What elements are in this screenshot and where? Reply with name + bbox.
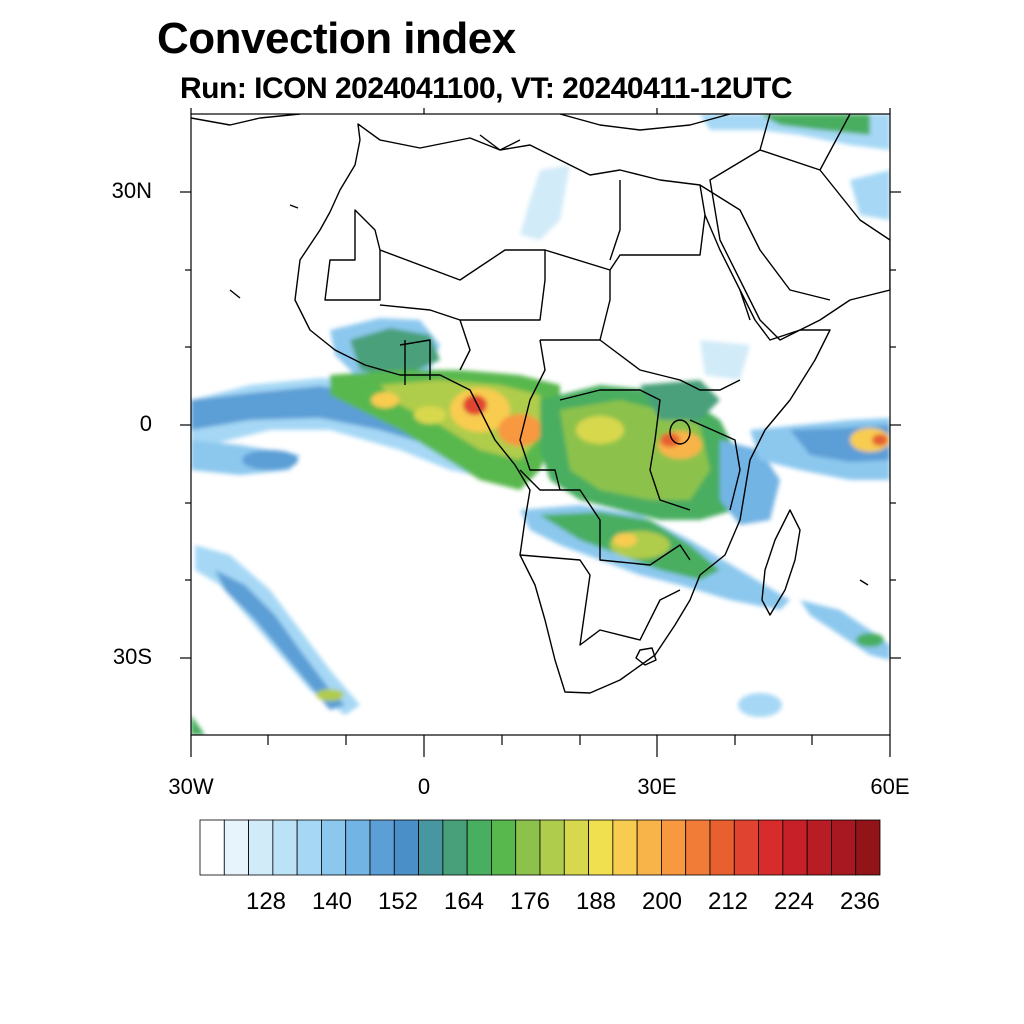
lat-label-30s: 30S: [112, 644, 152, 669]
colorbar: [199, 819, 881, 876]
colorbar-swatch: [733, 819, 759, 876]
colorbar-swatch: [782, 819, 808, 876]
axis-ticks: [180, 108, 901, 757]
colorbar-swatch: [539, 819, 565, 876]
colorbar-label: 200: [641, 888, 683, 915]
colorbar-label: 224: [773, 888, 815, 915]
colorbar-swatch: [636, 819, 662, 876]
colorbar-swatch: [831, 819, 857, 876]
colorbar-swatch: [685, 819, 711, 876]
colorbar-label: 152: [377, 888, 419, 915]
colorbar-swatch: [223, 819, 249, 876]
colorbar-label: 140: [311, 888, 353, 915]
colorbar-label: 176: [509, 888, 551, 915]
colorbar-swatch: [248, 819, 274, 876]
colorbar-swatch: [758, 819, 784, 876]
colorbar-swatch: [515, 819, 541, 876]
colorbar-swatch: [855, 819, 881, 876]
convection-field: [191, 114, 890, 735]
colorbar-swatch: [393, 819, 419, 876]
colorbar-swatch: [588, 819, 614, 876]
lon-label-30w: 30W: [168, 774, 214, 799]
colorbar-swatch: [442, 819, 468, 876]
colorbar-swatch: [199, 819, 225, 876]
colorbar-swatch: [709, 819, 735, 876]
chart-subtitle: Run: ICON 2024041100, VT: 20240411-12UTC: [180, 72, 793, 105]
colorbar-swatch: [272, 819, 298, 876]
colorbar-swatch: [296, 819, 322, 876]
colorbar-swatch: [806, 819, 832, 876]
colorbar-swatch: [321, 819, 347, 876]
colorbar-label: 128: [245, 888, 287, 915]
coastlines-borders: [191, 114, 890, 694]
lat-label-0: 0: [139, 411, 152, 436]
lon-label-60e: 60E: [870, 774, 910, 799]
colorbar-label: 164: [443, 888, 485, 915]
colorbar-swatch: [418, 819, 444, 876]
chart-title: Convection index: [157, 14, 516, 63]
colorbar-swatch: [661, 819, 687, 876]
colorbar-swatch: [369, 819, 395, 876]
colorbar-swatch: [345, 819, 371, 876]
colorbar-swatch: [466, 819, 492, 876]
colorbar-label: 236: [839, 888, 881, 915]
lat-label-30n: 30N: [111, 178, 152, 203]
lon-label-0: 0: [417, 774, 431, 799]
colorbar-swatch: [612, 819, 638, 876]
colorbar-label: 212: [707, 888, 749, 915]
lon-label-30e: 30E: [637, 774, 677, 799]
colorbar-swatch: [491, 819, 517, 876]
colorbar-swatch: [563, 819, 589, 876]
colorbar-label: 188: [575, 888, 617, 915]
